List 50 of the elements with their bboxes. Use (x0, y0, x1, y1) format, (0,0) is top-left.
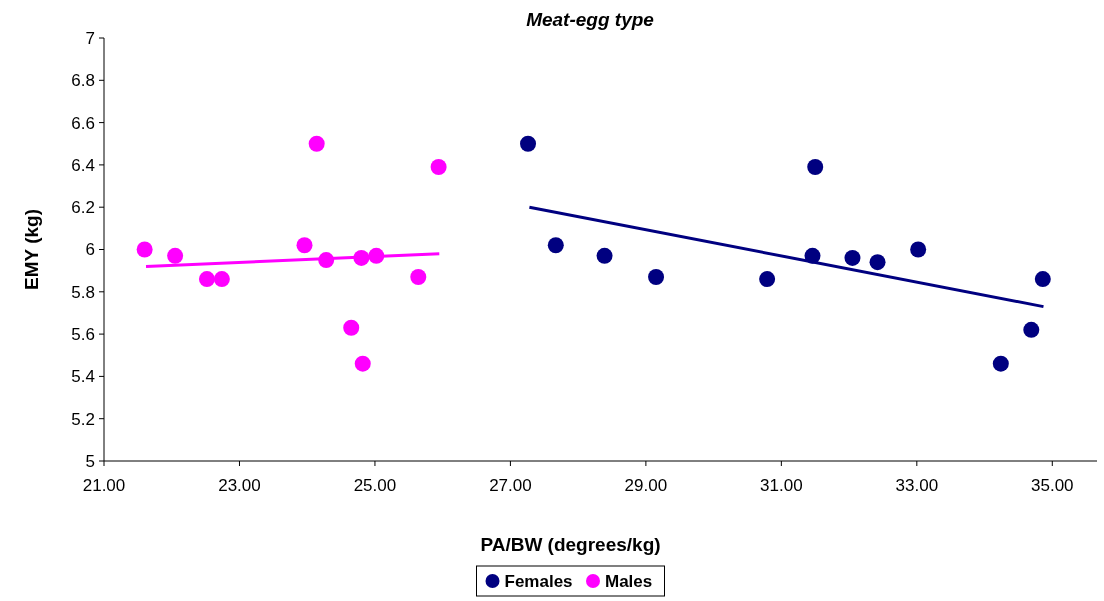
x-tick-label: 23.00 (218, 476, 261, 495)
y-tick-label: 7 (85, 28, 95, 48)
y-tick-label: 6 (85, 240, 95, 260)
y-tick-label: 6.6 (71, 113, 95, 133)
point (596, 247, 613, 264)
y-tick-label: 5 (85, 451, 95, 471)
point (353, 249, 370, 266)
chart-title: Meat-egg type (526, 9, 655, 30)
y-axis-title: EMY (kg) (21, 209, 42, 290)
x-tick-label: 33.00 (895, 476, 939, 495)
y-tick-label: 5.2 (71, 409, 95, 429)
point (547, 237, 564, 254)
point (368, 247, 385, 264)
x-tick-label: 21.00 (82, 476, 126, 495)
legend-label: Males (605, 571, 653, 591)
point (430, 159, 447, 176)
point (759, 271, 776, 288)
point (213, 271, 230, 288)
point (648, 269, 665, 285)
point (343, 319, 360, 336)
point (318, 252, 335, 269)
point (520, 135, 537, 152)
y-tick-label: 6.2 (71, 198, 95, 218)
x-tick-label: 29.00 (624, 476, 668, 495)
point (167, 247, 184, 264)
y-tick-label: 6.4 (71, 155, 95, 175)
x-tick-label: 25.00 (353, 476, 397, 495)
point (354, 355, 371, 372)
x-axis-title: PA/BW (degrees/kg) (480, 534, 661, 555)
y-tick-label: 5.4 (71, 367, 95, 387)
point (1023, 321, 1040, 338)
point (1034, 271, 1051, 288)
point (910, 241, 927, 258)
y-tick-label: 5.6 (71, 325, 95, 345)
point (296, 237, 313, 254)
point (198, 271, 215, 288)
point (992, 355, 1009, 372)
point (807, 159, 824, 176)
x-tick-label: 31.00 (760, 476, 803, 495)
point (308, 135, 325, 152)
x-tick-label: 27.00 (489, 476, 532, 495)
point (136, 241, 153, 258)
legend-label: Females (504, 571, 573, 591)
point (844, 249, 861, 266)
point (410, 269, 427, 285)
point (869, 254, 886, 271)
y-tick-label: 6.8 (71, 71, 95, 91)
point (804, 247, 821, 264)
x-tick-label: 35.00 (1031, 476, 1074, 495)
y-tick-label: 5.8 (71, 282, 95, 302)
